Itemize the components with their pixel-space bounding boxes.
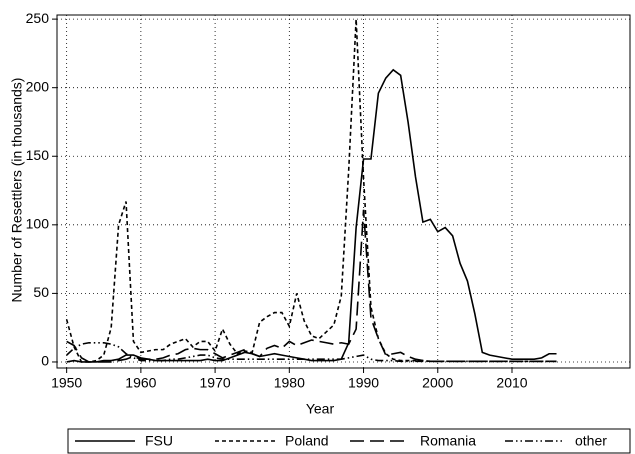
legend-label: Romania (420, 433, 476, 449)
x-tick-label: 1970 (200, 375, 231, 391)
x-tick-label: 2000 (422, 375, 453, 391)
series-line (65, 19, 557, 363)
series-line (66, 209, 557, 363)
x-tick-label: 2010 (496, 375, 527, 391)
legend-label: other (575, 433, 607, 449)
x-axis-label: Year (306, 401, 335, 417)
y-axis-label: Number of Resettlers (in thousands) (9, 78, 25, 303)
series-line (66, 68, 557, 363)
y-tick-label: 0 (41, 353, 49, 369)
legend-label: Poland (285, 433, 329, 449)
y-tick-label: 250 (26, 10, 50, 26)
x-tick-label: 1950 (51, 375, 82, 391)
x-tick-label: 1990 (348, 375, 379, 391)
x-tick-label: 1980 (274, 375, 305, 391)
x-tick-label: 1960 (125, 375, 156, 391)
plot-frame (56, 14, 631, 369)
y-tick-label: 50 (33, 284, 49, 300)
y-tick-label: 200 (26, 78, 50, 94)
legend-label: FSU (145, 433, 173, 449)
y-tick-label: 150 (26, 147, 50, 163)
y-tick-label: 100 (26, 216, 50, 232)
